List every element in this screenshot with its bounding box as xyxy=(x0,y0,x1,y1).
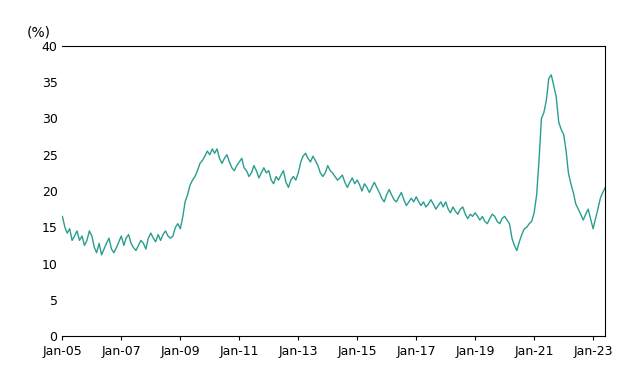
Text: (%): (%) xyxy=(27,26,51,39)
